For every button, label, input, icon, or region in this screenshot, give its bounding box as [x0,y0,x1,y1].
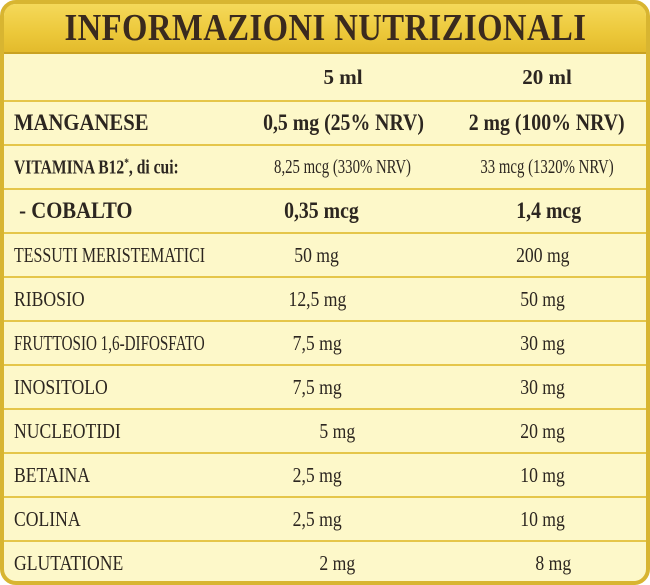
dose2-value: 2 mg (100% NRV) [469,110,625,135]
nutrient-name: FRUTTOSIO 1,6-DIFOSFATO [14,330,205,355]
nutrient-name-cell: MANGANESE [14,102,164,144]
nutrient-name-cell: VITAMINA B12*, di cui: [14,146,225,188]
nutrient-name: GLUTATIONE [14,550,124,575]
dose1-value-cell: 0,35 mcg [218,190,424,232]
nutrient-name: BETAINA [14,462,91,487]
dose2-value: 33 mcg (1320% NRV) [480,155,614,178]
dose1-value-cell: 2 mg [234,542,440,581]
table-row: VITAMINA B12*, di cui: 8,25 mcg (330% NR… [4,146,646,190]
dose1-value-cell: 5 mg [234,410,440,452]
table-row: COLINA 2,5 mg 10 mg [4,498,646,542]
nutrient-name-cell: FRUTTOSIO 1,6-DIFOSFATO [14,322,279,364]
dose1-value: 50 mg [294,242,340,267]
table-row: - COBALTO 0,35 mcg 1,4 mcg [4,190,646,234]
column-header-dose1-cell: 5 ml [240,54,446,100]
dose2-value-cell: 20 mg [440,410,646,452]
nutrient-name-cell: INOSITOLO [14,366,126,408]
dose2-value-cell: 30 mg [440,322,646,364]
nutrient-name-cell: BETAINA [14,454,104,496]
nutrient-name-cell: GLUTATIONE [14,542,144,581]
column-header-dose2-cell: 20 ml [444,54,646,100]
dose1-value: 2,5 mg [292,506,342,531]
dose1-value: 7,5 mg [292,330,342,355]
dose2-value-cell: 10 mg [440,454,646,496]
dose1-value-cell: 50 mg [214,234,420,276]
nutrient-name-suffix: , di cui: [128,156,179,179]
nutrient-name-cell: COLINA [14,498,93,540]
footnote-asterisk: * [124,154,129,169]
nutrient-name-cell: TESSUTI MERISTEMATICI [14,234,265,276]
dose1-value: 5 mg [319,418,355,443]
column-header-row: 5 ml 20 ml [4,54,646,102]
table-row: NUCLEOTIDI 5 mg 20 mg [4,410,646,454]
dose1-value-cell: 12,5 mg [214,278,420,320]
dose1-value: 2 mg [319,550,355,575]
table-row: INOSITOLO 7,5 mg 30 mg [4,366,646,410]
dose1-value: 8,25 mcg (330% NRV) [274,155,412,178]
dose1-value: 2,5 mg [292,462,342,487]
table-row: FRUTTOSIO 1,6-DIFOSFATO 7,5 mg 30 mg [4,322,646,366]
nutrient-name-cell: - COBALTO [14,190,146,232]
dose2-value: 20 mg [520,418,566,443]
table-row: RIBOSIO 12,5 mg 50 mg [4,278,646,322]
dose1-value-cell: 7,5 mg [214,366,420,408]
dose2-value: 30 mg [520,330,566,355]
nutrient-name: TESSUTI MERISTEMATICI [14,242,206,267]
dose1-value-cell: 2,5 mg [214,498,420,540]
nutrient-name: INOSITOLO [14,374,108,399]
table-row: MANGANESE 0,5 mg (25% NRV) 2 mg (100% NR… [4,102,646,146]
dose1-value: 0,5 mg (25% NRV) [262,110,424,135]
dose2-value-cell: 30 mg [440,366,646,408]
nutrient-name-cell: NUCLEOTIDI [14,410,141,452]
dose1-value-cell: 0,5 mg (25% NRV) [240,102,446,144]
dose2-value: 30 mg [520,374,566,399]
dose2-value: 200 mg [516,242,570,267]
table-row: GLUTATIONE 2 mg 8 mg [4,542,646,581]
nutrient-name: COLINA [14,506,81,531]
dose2-value-cell: 10 mg [440,498,646,540]
dose2-value-cell: 8 mg [450,542,646,581]
dose1-value: 7,5 mg [292,374,342,399]
dose2-value-cell: 50 mg [440,278,646,320]
dose2-value-cell: 200 mg [440,234,646,276]
dose2-value: 10 mg [520,462,566,487]
table-row: TESSUTI MERISTEMATICI 50 mg 200 mg [4,234,646,278]
table-row: BETAINA 2,5 mg 10 mg [4,454,646,498]
nutrient-name: NUCLEOTIDI [14,418,121,443]
title-bar: INFORMAZIONI NUTRIZIONALI [4,4,646,54]
nutrient-name: MANGANESE [14,110,149,135]
dose1-value-cell: 7,5 mg [214,322,420,364]
dose1-value-cell: 2,5 mg [214,454,420,496]
dose2-value-cell: 1,4 mcg [446,190,646,232]
dose1-value-cell: 8,25 mcg (330% NRV) [240,146,446,188]
panel-title: INFORMAZIONI NUTRIZIONALI [64,7,586,49]
dose2-value-cell: 33 mcg (1320% NRV) [444,146,646,188]
dose2-value: 1,4 mcg [516,198,582,223]
dose2-value-cell: 2 mg (100% NRV) [444,102,646,144]
dose2-value: 10 mg [520,506,566,531]
nutrient-name: VITAMINA B12 [14,156,125,179]
dose1-value: 0,35 mcg [283,198,359,223]
dose2-value: 50 mg [520,286,566,311]
nutrient-name-cell: RIBOSIO [14,278,98,320]
nutrient-name: RIBOSIO [14,286,85,311]
column-header-dose1: 5 ml [323,64,363,89]
nutrient-name: - COBALTO [14,198,133,223]
column-header-dose2: 20 ml [522,64,572,89]
dose1-value: 12,5 mg [288,286,346,311]
dose2-value: 8 mg [535,550,571,575]
